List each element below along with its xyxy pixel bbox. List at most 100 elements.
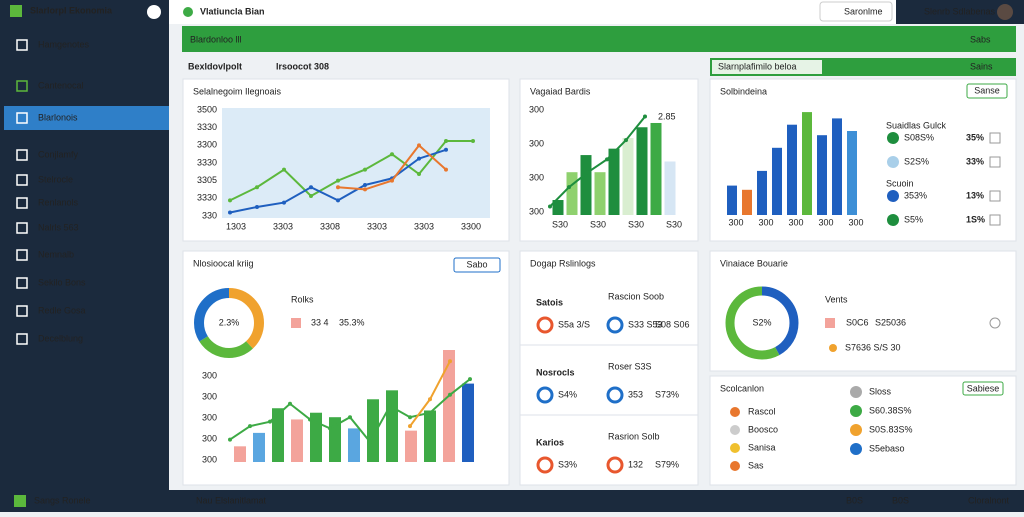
button-label[interactable]: Sabo [466,259,487,269]
point [336,185,340,190]
menu-item[interactable]: Conjlamfy [38,149,79,159]
bar [253,432,265,462]
schedule-item: Sas [748,460,764,470]
item-check[interactable] [989,214,1001,226]
search[interactable]: Saronlme [844,6,883,16]
bar [817,135,827,215]
y-tick-label: 300 [529,138,544,148]
button-label[interactable]: Sabiese [967,383,1000,393]
point [586,170,590,175]
point [548,204,552,209]
footer-item: B0S [892,495,909,505]
section-value: S73% [655,389,679,399]
y-tick-label: 300 [529,172,544,182]
x-tick-label: 300 [848,217,863,227]
point [390,152,394,157]
item-value: S5% [904,214,923,224]
section-label: Nosrocls [536,367,575,377]
toggle[interactable] [989,317,1001,329]
filter-label[interactable]: Slarnplafimilo beloa [718,61,797,71]
point [348,415,352,420]
section-caption: Rascion Soob [608,291,664,301]
menu-icon [16,197,28,209]
menu-item[interactable]: Nemnalb [38,249,74,259]
brand-toggle[interactable] [147,5,161,19]
point [328,426,332,431]
y-tick-label: 300 [202,370,217,380]
bar [234,446,246,462]
item-right: 1S% [966,214,985,224]
menu-item[interactable]: Renlanols [38,197,79,207]
filter-action[interactable]: Sains [970,61,993,71]
item-check[interactable] [989,132,1001,144]
menu-item[interactable]: Redle Gosa [38,305,86,315]
point [417,156,421,161]
menu-item[interactable]: Decelblung [38,333,83,343]
point [363,167,367,172]
menu-item[interactable]: Stelrocle [38,174,73,184]
button-label[interactable]: Sanse [974,85,1000,95]
point [336,198,340,203]
point [228,198,232,203]
item-icon [730,425,740,435]
map-bg [222,108,490,218]
y-tick-label: 300 [202,433,217,443]
bar [772,147,782,215]
section-icon [606,456,624,474]
item-value: S08S% [904,132,934,142]
card-title: Nlosioocal kriig [193,258,254,268]
bar [622,137,634,215]
item-icon [887,190,899,202]
x-tick-label: 3308 [320,221,340,231]
menu-item[interactable]: Nalrls 563 [38,222,79,232]
schedule-item: S5ebaso [869,443,905,453]
section-caption: Roser S3S [608,361,652,371]
x-tick-label: 300 [818,217,833,227]
menu-item[interactable]: Hamgenotes [38,39,90,49]
point [336,178,340,183]
point [428,410,432,415]
point [255,205,259,209]
item-value: S2S% [904,156,929,166]
bar [802,112,812,215]
x-tick-label: 3303 [273,221,293,231]
menu-item[interactable]: Sekilo Bons [38,277,86,287]
y-tick-label: 300 [202,391,217,401]
menu-item[interactable]: Cantenocal [38,80,84,90]
sidebar-footer: Sangs Ronele [34,495,91,505]
section-icon [536,456,554,474]
bar [636,127,648,215]
button[interactable] [453,257,501,273]
menu-icon [16,305,28,317]
button[interactable] [966,83,1008,99]
footer-bar [0,490,1024,512]
menu-icon [16,39,28,51]
search-box[interactable] [819,1,893,22]
menu-icon [16,277,28,289]
section-value: S3% [558,459,577,469]
breadcrumb: lrsoocot 308 [276,61,329,71]
bar [462,383,474,462]
card-title: Solbindeina [720,86,767,96]
header-action[interactable]: Sabs [970,34,991,44]
x-tick-label: S30 [590,219,606,229]
item-check[interactable] [989,190,1001,202]
point [417,172,421,176]
app-title: Vlatiuncla Bian [200,6,265,16]
point [288,401,292,406]
item-check[interactable] [989,156,1001,168]
legend-item: 33 4 [311,317,329,327]
filter-field[interactable] [712,60,822,74]
footer-icon [14,495,26,507]
section-value: 132 [628,459,643,469]
y-tick-label: 330 [202,210,217,220]
item-right: 13% [966,190,984,200]
point [282,167,286,172]
point [624,138,628,143]
button[interactable] [962,381,1004,396]
avatar[interactable] [997,4,1013,20]
point [309,194,313,198]
menu-item[interactable]: Blarlonois [38,112,78,122]
section-value: S08 S06 [655,319,690,329]
point [228,210,232,215]
